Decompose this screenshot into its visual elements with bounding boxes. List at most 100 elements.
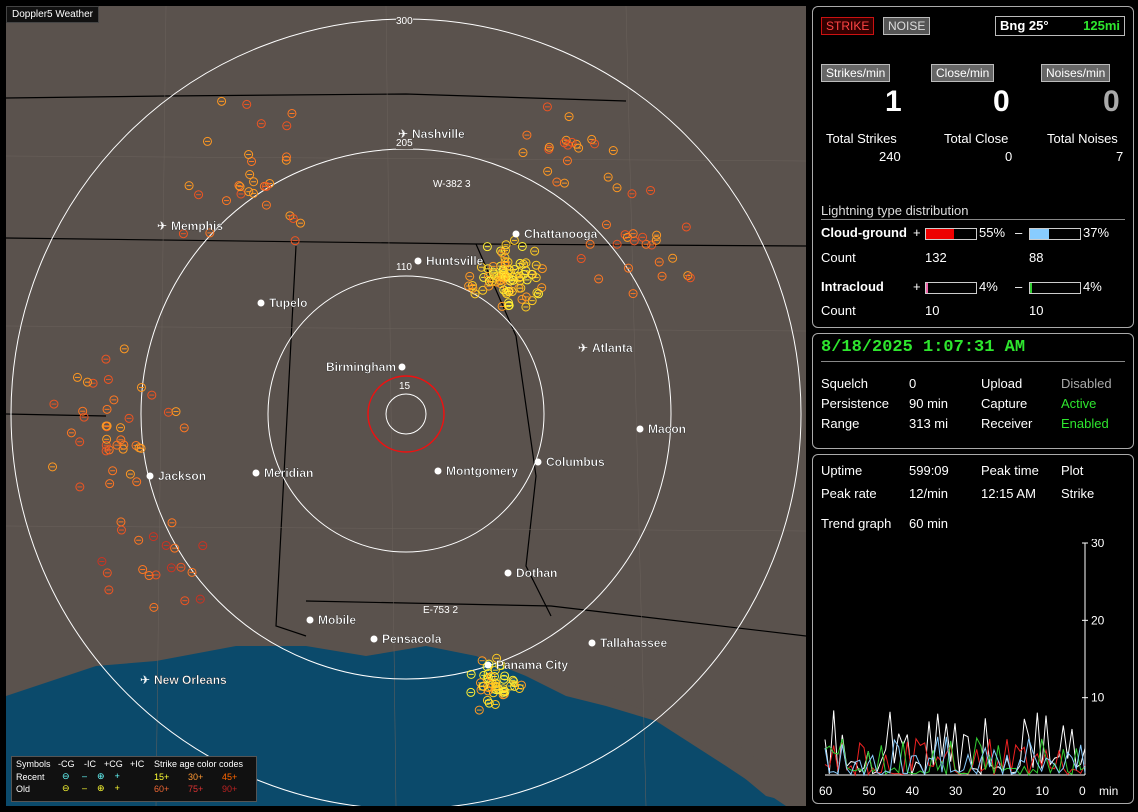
legend-symbols: Symbols: [16, 759, 51, 769]
ic-label: Intracloud: [821, 279, 884, 294]
strike-marker: [683, 271, 693, 281]
strike-marker: [491, 681, 501, 691]
strike-button[interactable]: STRIKE: [821, 17, 875, 35]
distribution-divider: [821, 219, 1125, 220]
ic-count-label: Count: [821, 303, 856, 318]
strike-marker: [161, 540, 171, 550]
city-label: Huntsville: [426, 254, 484, 268]
strike-marker: [504, 286, 514, 296]
strike-marker: [221, 196, 231, 206]
trend-series: [824, 736, 1086, 777]
strike-marker: [151, 570, 161, 580]
city-dot: [484, 661, 492, 669]
strike-marker: [564, 112, 574, 122]
strike-marker: [594, 274, 604, 284]
strike-marker: [134, 535, 144, 545]
plot-value[interactable]: Strike: [1061, 486, 1095, 501]
ring-label: 300: [396, 16, 413, 27]
strike-marker: [562, 156, 572, 166]
strike-marker: [75, 437, 85, 447]
ic-minus: –: [1015, 279, 1023, 294]
strike-marker: [559, 138, 569, 148]
city-dot: [512, 230, 520, 238]
strike-marker: [522, 130, 532, 140]
strike-marker: [515, 276, 525, 286]
plot-label: Plot: [1061, 463, 1084, 478]
strike-marker: [490, 699, 500, 709]
strike-marker: [499, 285, 509, 295]
strike-marker: [195, 594, 205, 604]
city-label: Nashville: [412, 127, 465, 141]
strike-marker: [105, 479, 115, 489]
strike-marker: [685, 273, 695, 283]
strike-marker: [132, 477, 142, 487]
age-75: 75+: [188, 784, 204, 794]
strike-marker: [490, 665, 500, 675]
city-label: New Orleans: [154, 673, 227, 687]
strike-marker: [652, 230, 662, 240]
y-tick-label: 30: [1091, 539, 1105, 550]
strike-marker: [681, 222, 691, 232]
noises-per-min-button[interactable]: Noises/min: [1041, 64, 1111, 82]
cg-neg-bar: [1029, 228, 1081, 240]
city-label: Memphis: [171, 219, 223, 233]
strike-marker: [72, 372, 82, 382]
strike-marker: [530, 246, 540, 256]
strike-marker: [521, 302, 531, 312]
cell-label-w: W-382 3: [433, 179, 471, 190]
strike-marker: [668, 253, 678, 263]
trend-series: [824, 736, 1086, 776]
total-strikes-label: Total Strikes: [826, 131, 897, 146]
strike-marker: [521, 292, 531, 302]
range-ring: [367, 375, 445, 453]
trend-panel: Uptime 599:09 Peak time Plot Peak rate 1…: [812, 454, 1134, 804]
receiver-value: Enabled: [1061, 416, 1109, 431]
strike-marker: [470, 289, 480, 299]
strike-marker: [518, 148, 528, 158]
strike-marker: [574, 143, 584, 153]
cg-neg-count: 88: [1029, 250, 1044, 265]
legend-pos-ic: +IC: [130, 759, 145, 769]
city-dot: [398, 363, 406, 371]
strike-marker: [628, 229, 638, 239]
legend-recent: Recent: [16, 772, 45, 782]
close-per-min-button[interactable]: Close/min: [931, 64, 995, 82]
city-label: Tupelo: [269, 296, 307, 310]
strike-marker: [236, 189, 246, 199]
peak-rate-value: 12/min: [909, 486, 949, 501]
strike-marker: [242, 99, 252, 109]
total-noises-label: Total Noises: [1047, 131, 1118, 146]
cg-pos-pct: 55%: [979, 225, 1006, 240]
strike-marker: [608, 146, 618, 156]
range-value-status: 313 mi: [909, 416, 949, 431]
strike-marker: [522, 275, 532, 285]
ring-label: 15: [399, 381, 411, 392]
strike-marker: [474, 705, 484, 715]
age-45: 45+: [222, 772, 238, 782]
airport-icon: ✈: [157, 219, 167, 233]
city-label: Jackson: [158, 469, 206, 483]
city-label: Macon: [648, 422, 686, 436]
strike-marker: [504, 269, 514, 279]
range-label: Range: [821, 416, 860, 431]
lightning-map[interactable]: ✈ Nashville ✈ Memphis Chattanooga Huntsville T…: [6, 6, 806, 806]
strike-marker: [559, 178, 569, 188]
age-15: 15+: [154, 772, 170, 782]
trend-graph-value: 60 min: [909, 516, 949, 531]
strike-marker: [585, 239, 595, 249]
capture-value: Active: [1061, 396, 1097, 411]
x-tick-label: 40: [906, 784, 920, 798]
strike-marker: [629, 236, 639, 246]
strike-marker: [104, 585, 114, 595]
strike-legend: Symbols -CG -IC +CG +IC Strike age color…: [11, 756, 257, 802]
noise-button[interactable]: NOISE: [883, 17, 931, 35]
strike-marker: [646, 185, 656, 195]
strike-marker: [281, 152, 291, 162]
strike-marker: [119, 344, 129, 354]
strikes-per-min-button[interactable]: Strikes/min: [821, 64, 891, 82]
city-label: Panama City: [496, 658, 568, 672]
airport-icon: ✈: [578, 341, 588, 355]
strike-marker: [552, 177, 562, 187]
strike-marker: [261, 200, 271, 210]
strike-marker: [101, 440, 111, 450]
